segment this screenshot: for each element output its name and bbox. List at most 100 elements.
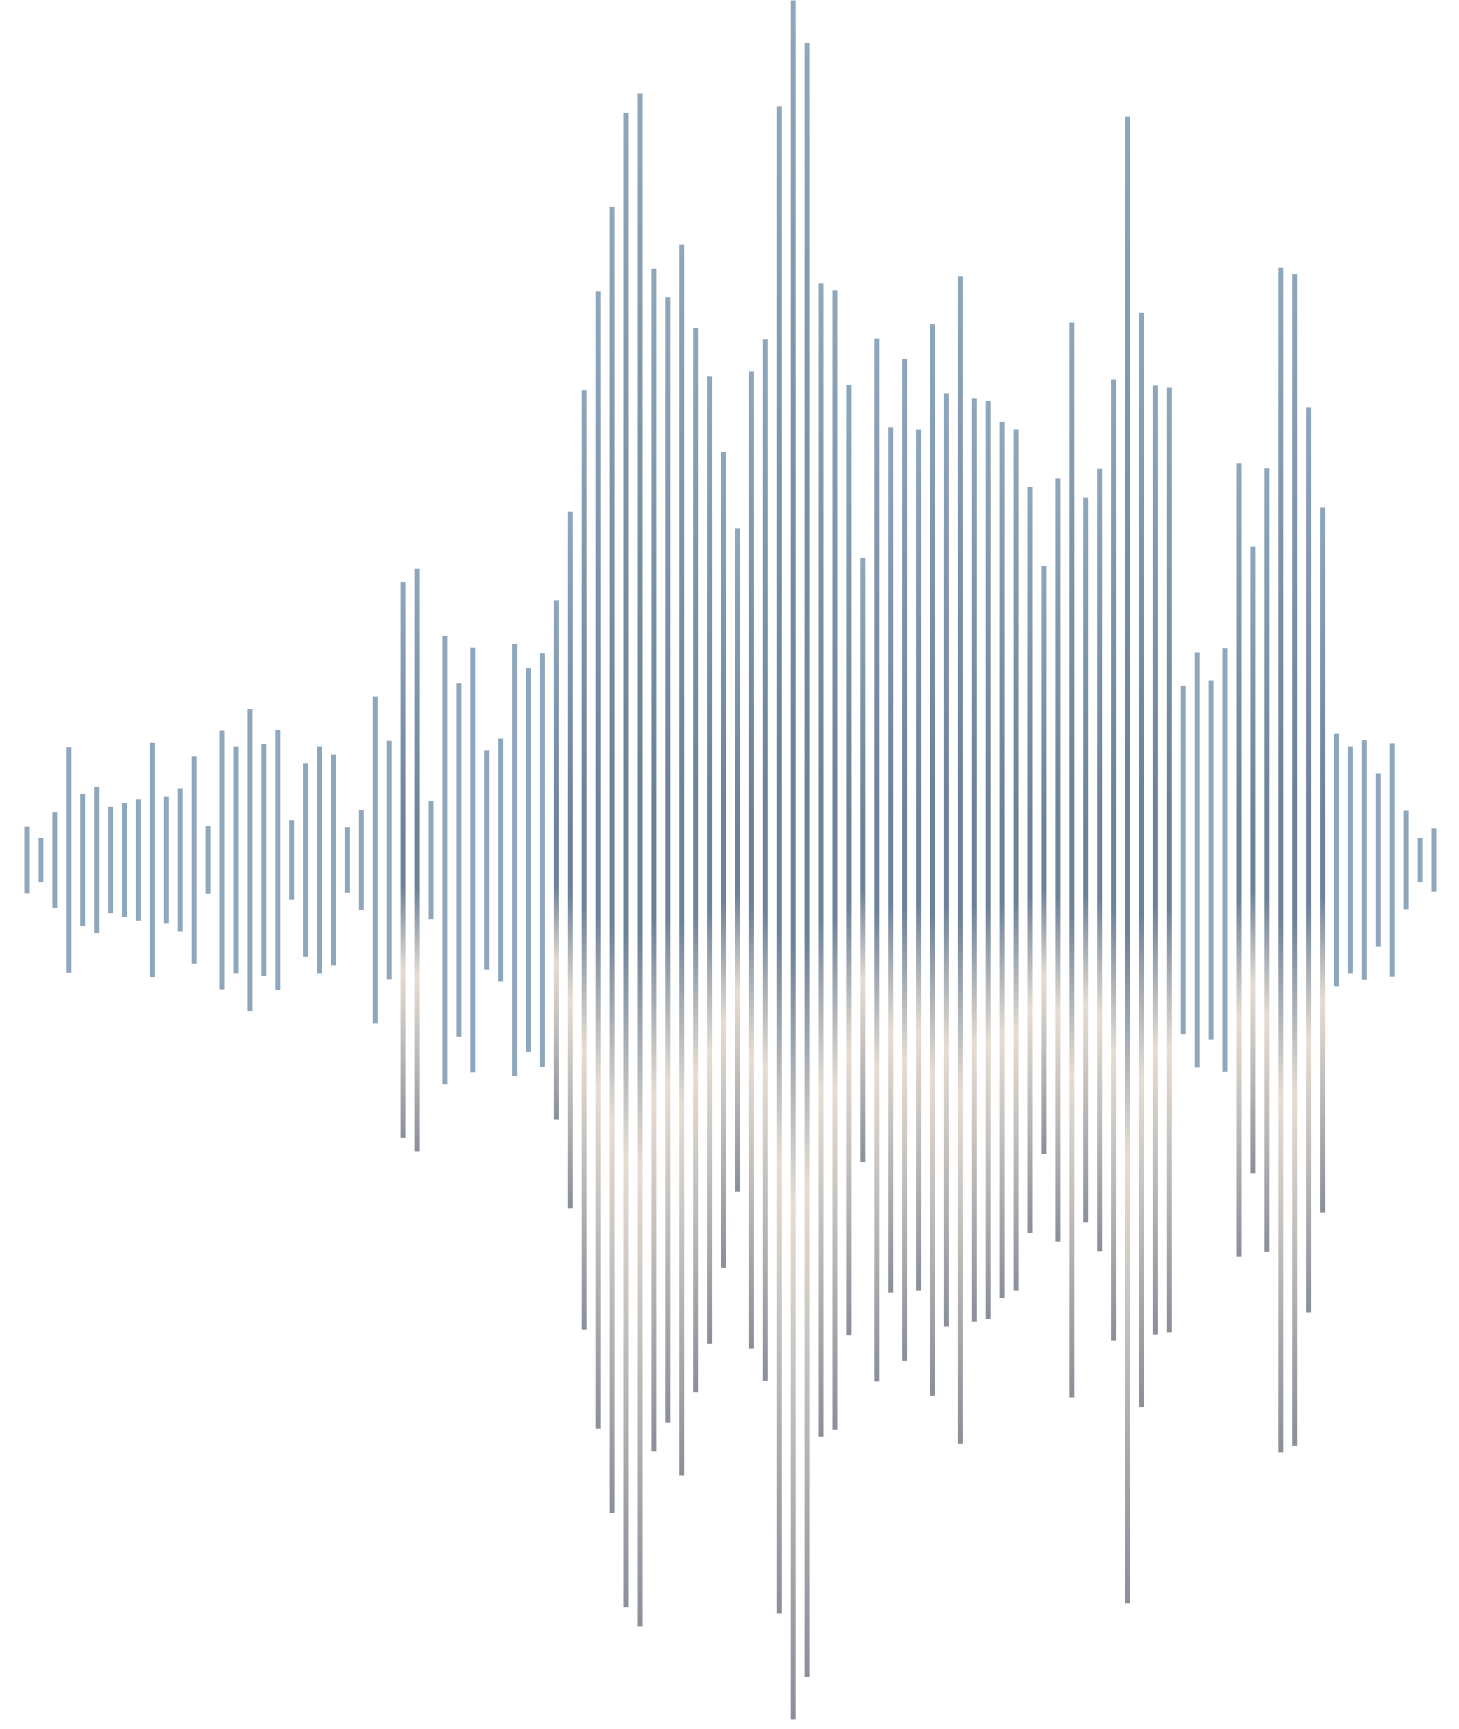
waveform-bar [1306,407,1312,1313]
waveform-bar [1222,648,1228,1072]
waveform-bar [1194,652,1200,1068]
waveform-bar [874,338,880,1382]
waveform-bar [400,582,406,1138]
waveform-bar [1320,507,1326,1213]
waveform-bar [456,683,462,1037]
waveform-bar [317,746,322,974]
waveform-bar [1431,828,1437,892]
waveform-bar [693,327,699,1393]
waveform-bar [1334,733,1339,987]
waveform-bar [1013,429,1019,1291]
waveform-bar [1361,740,1367,980]
waveform-bar [902,359,908,1361]
waveform-bar [205,826,211,894]
waveform-bar [651,268,657,1452]
waveform-bar [191,756,197,964]
waveform-bar [553,600,559,1120]
waveform-bar [233,746,239,974]
waveform-bar [470,647,476,1073]
waveform-bar [735,528,740,1192]
waveform-bar [1278,267,1284,1453]
waveform-bar [66,747,72,973]
waveform-bar [108,806,114,914]
waveform-bar [163,796,169,924]
waveform-bar [985,401,991,1319]
waveform-bar [52,812,58,908]
waveform-bar [1069,322,1075,1398]
waveform-bar [135,799,141,921]
waveform-bar [289,820,295,900]
waveform-bar [1389,743,1395,977]
waveform-bar [275,729,281,990]
waveform-bar [1403,810,1409,910]
waveform-bar [1027,487,1033,1233]
waveform-bar [331,754,336,966]
waveform-bar [776,106,782,1614]
waveform-bar [762,339,768,1381]
waveform-bar [888,427,894,1293]
waveform-bar [999,421,1005,1298]
waveform-bar [595,291,601,1429]
waveform-bar [344,827,350,893]
waveform-bar [1166,387,1172,1333]
waveform-bar [846,384,852,1336]
waveform-bar [930,324,935,1396]
waveform-bar [358,810,364,910]
waveform-bar [1347,746,1353,974]
waveform-bar [1375,773,1381,947]
waveform-bar [1097,468,1103,1252]
waveform-bar [1055,478,1061,1242]
waveform-bar [1111,379,1117,1341]
waveform-bar [38,838,44,883]
waveform-bar [1417,838,1423,883]
waveform-bar [832,290,838,1430]
waveform-bar [581,390,587,1330]
waveform-bar [498,738,504,982]
waveform-bar [957,276,963,1444]
waveform-bar [94,786,100,934]
waveform-bars [24,0,1437,1720]
waveform-bar [943,393,949,1327]
waveform-bar [484,750,490,970]
waveform-bar [818,283,824,1437]
waveform-bar [1139,312,1144,1408]
waveform-bar [707,376,713,1344]
waveform-bar [1208,680,1214,1040]
waveform-bar [247,709,253,1012]
waveform-bar [149,742,155,978]
waveform-bar [24,826,30,894]
waveform-bar [860,557,866,1163]
waveform-bar [80,793,86,927]
waveform-bar [1152,385,1158,1335]
waveform-bar [512,643,518,1077]
waveform-bar [721,452,726,1268]
waveform-bar [442,635,448,1085]
waveform-bar [539,653,545,1067]
waveform-bar [386,740,392,980]
waveform-bar [1125,116,1130,1604]
waveform-bar [526,668,531,1052]
waveform-bar [372,696,378,1024]
waveform-bar [916,429,922,1291]
waveform-bar [414,568,420,1152]
waveform-bar [748,371,754,1349]
waveform-bar [261,743,267,977]
waveform-bar [1180,685,1186,1035]
waveform-bar [1250,546,1256,1174]
waveform-bar [1236,463,1242,1257]
waveform-bar [428,800,434,920]
waveform-bar [303,763,309,957]
waveform-bar [122,803,127,917]
waveform-bar [1264,468,1270,1252]
waveform-bar [567,511,573,1209]
waveform-bar [679,244,685,1476]
waveform-bar [219,730,225,990]
waveform-bar [623,112,629,1608]
waveform-bar [790,0,796,1720]
waveform-bar [971,398,977,1322]
waveform-bar [637,93,643,1627]
waveform-bar [609,206,615,1513]
waveform-bar [1041,566,1047,1154]
